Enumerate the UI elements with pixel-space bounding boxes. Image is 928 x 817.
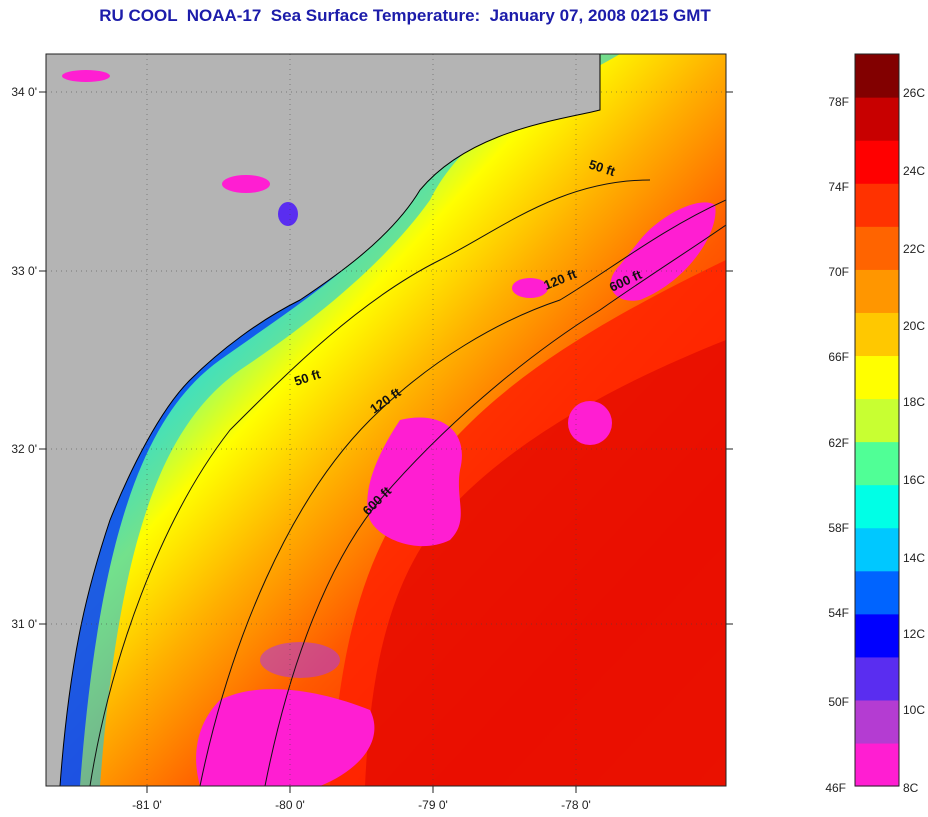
- inland-lake-1: [62, 70, 110, 82]
- cbar-c-26: 26C: [903, 86, 925, 100]
- cbar-f-46: 46F: [825, 781, 846, 795]
- cbar-c-24: 24C: [903, 164, 925, 178]
- lat-label-31: 31 0': [11, 617, 37, 631]
- lat-label-34: 34 0': [11, 85, 37, 99]
- cbar-f-54: 54F: [828, 606, 849, 620]
- cbar-f-58: 58F: [828, 521, 849, 535]
- cbar-c-12: 12C: [903, 627, 925, 641]
- colorbar-band: [855, 613, 899, 658]
- colorbar-band: [855, 54, 899, 98]
- inland-lake-3: [278, 202, 298, 226]
- lat-label-33: 33 0': [11, 264, 37, 278]
- colorbar-band: [855, 742, 899, 787]
- inland-lake-2: [222, 175, 270, 193]
- colorbar-band: [855, 398, 899, 443]
- colorbar-band: [855, 269, 899, 313]
- cbar-c-10: 10C: [903, 703, 925, 717]
- colorbar-band: [855, 699, 899, 744]
- cbar-f-78: 78F: [828, 95, 849, 109]
- cold-eddy-mid: [367, 417, 462, 547]
- lon-label-78: -78 0': [561, 798, 591, 812]
- cbar-c-18: 18C: [903, 395, 925, 409]
- colorbar-c-labels: 26C 24C 22C 20C 18C 16C 14C 12C 10C 8C: [903, 86, 925, 795]
- cbar-c-16: 16C: [903, 473, 925, 487]
- isobath-50ft: [89, 179, 651, 786]
- colorbar-band: [855, 570, 899, 615]
- colorbar-band: [855, 355, 899, 400]
- colorbar-f-labels: 78F 74F 70F 66F 62F 58F 54F 50F 46F: [825, 95, 849, 795]
- colorbar-band: [855, 140, 899, 184]
- lat-label-32: 32 0': [11, 442, 37, 456]
- cbar-f-74: 74F: [828, 180, 849, 194]
- cbar-c-20: 20C: [903, 319, 925, 333]
- colorbar-band: [855, 97, 899, 141]
- map-frame: [45, 53, 727, 787]
- map-title: RU COOL NOAA-17 Sea Surface Temperature:…: [99, 6, 711, 25]
- cbar-f-62: 62F: [828, 436, 849, 450]
- cbar-c-14: 14C: [903, 551, 925, 565]
- colorbar-band: [855, 441, 899, 486]
- gulf-stream-core: [365, 340, 726, 786]
- isobath-120ft: [199, 199, 726, 786]
- cbar-c-8: 8C: [903, 781, 919, 795]
- lon-label-80: -80 0': [275, 798, 305, 812]
- cold-eddy-south: [196, 689, 375, 786]
- colorbar: [855, 54, 899, 787]
- cold-eddy-sw: [260, 642, 340, 678]
- isobath-600ft: [264, 224, 726, 786]
- colorbar-band: [855, 226, 899, 270]
- colorbar-frame: [854, 53, 900, 787]
- cbar-f-66: 66F: [828, 350, 849, 364]
- lon-label-81: -81 0': [132, 798, 162, 812]
- lon-label-79: -79 0': [418, 798, 448, 812]
- colorbar-band: [855, 312, 899, 357]
- cbar-f-70: 70F: [828, 265, 849, 279]
- land-mass: [46, 54, 600, 786]
- cold-eddy-ne: [512, 278, 548, 298]
- cbar-f-50: 50F: [828, 695, 849, 709]
- coastline: [59, 54, 601, 786]
- cbar-c-22: 22C: [903, 242, 925, 256]
- colorbar-band: [855, 484, 899, 529]
- cold-eddy-north: [610, 202, 716, 301]
- colorbar-band: [855, 527, 899, 572]
- colorbar-band: [855, 183, 899, 227]
- cold-eddy-east: [568, 401, 612, 445]
- colorbar-band: [855, 656, 899, 701]
